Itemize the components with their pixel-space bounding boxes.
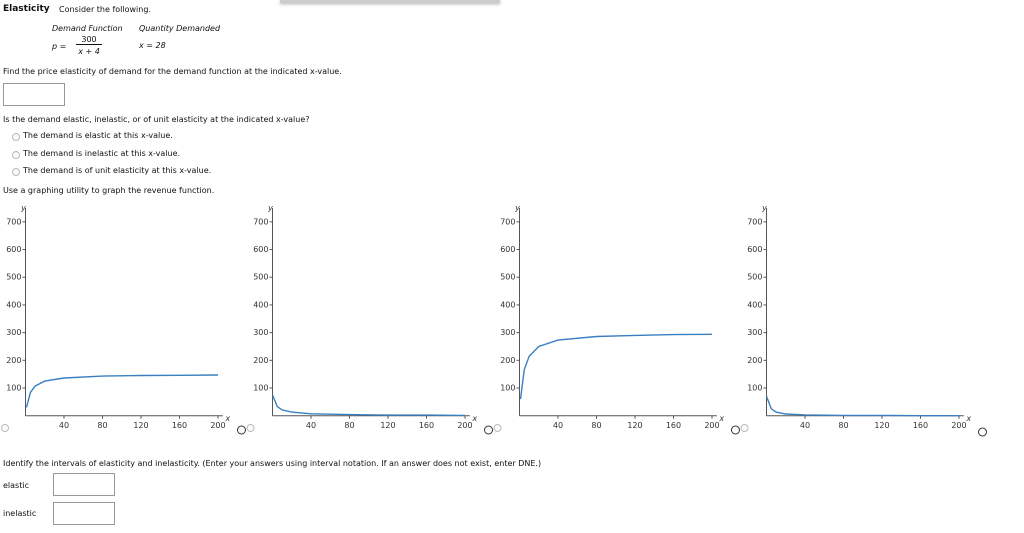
y-tick-label: 700 xyxy=(500,217,515,226)
x-tick-label: 120 xyxy=(380,421,395,430)
x-tick-label: 200 xyxy=(704,421,719,430)
x-axis-label: x xyxy=(965,414,971,423)
x-tick-label: 160 xyxy=(419,421,434,430)
x-tick-label: 80 xyxy=(591,421,601,430)
elastic-input[interactable] xyxy=(53,473,115,496)
info-icon[interactable] xyxy=(484,425,493,435)
revenue-curve xyxy=(765,396,959,417)
y-tick-label: 500 xyxy=(500,273,515,282)
instruction: Consider the following. xyxy=(59,5,151,14)
option: The demand is elastic at this x-value. xyxy=(23,131,173,140)
revenue-curve xyxy=(25,374,219,408)
x-tick-label: 80 xyxy=(97,421,107,430)
quantity: x = 28 xyxy=(139,41,166,50)
y-tick-label: 500 xyxy=(253,273,268,282)
y-tick-label: 700 xyxy=(253,217,268,226)
y-tick-label: 600 xyxy=(253,245,268,254)
title: Elasticity xyxy=(3,4,50,14)
graph-radio[interactable] xyxy=(246,424,255,432)
option: The demand is inelastic at this x-value. xyxy=(23,149,181,158)
graph-radio[interactable] xyxy=(1,424,9,432)
graph-radio[interactable] xyxy=(493,424,502,432)
x-tick-label: 200 xyxy=(210,421,225,430)
y-axis-label: y xyxy=(20,204,26,213)
question: Identify the intervals of elasticity and… xyxy=(3,459,542,468)
y-tick-label: 200 xyxy=(747,356,762,365)
y-tick-label: 100 xyxy=(6,384,21,393)
y-tick-label: 700 xyxy=(747,217,762,226)
x-axis-label: x xyxy=(224,414,230,423)
y-tick-label: 300 xyxy=(747,328,762,337)
y-tick-label: 600 xyxy=(747,245,762,254)
y-axis-label: y xyxy=(514,204,520,213)
y-tick-label: 600 xyxy=(500,245,515,254)
x-tick-label: 200 xyxy=(951,421,966,430)
x-tick-label: 200 xyxy=(457,421,472,430)
y-tick-label: 700 xyxy=(6,217,21,226)
y-tick-label: 600 xyxy=(6,245,21,254)
x-tick-label: 80 xyxy=(838,421,848,430)
inelastic-input[interactable] xyxy=(53,502,115,525)
info-icon[interactable] xyxy=(978,427,987,437)
x-tick-label: 40 xyxy=(306,421,316,430)
inelastic-label: inelastic xyxy=(3,509,37,518)
answer-input[interactable] xyxy=(3,83,65,106)
quantity-label: Quantity Demanded xyxy=(139,24,221,33)
y-tick-label: 400 xyxy=(253,300,268,309)
x-tick-label: 160 xyxy=(666,421,681,430)
x-tick-label: 80 xyxy=(344,421,354,430)
info-icon[interactable] xyxy=(237,425,246,435)
option: The demand is of unit elasticity at this… xyxy=(23,166,212,175)
question: Find the price elasticity of demand for … xyxy=(3,67,342,76)
radio[interactable] xyxy=(12,168,20,176)
question: Is the demand elastic, inelastic, or of … xyxy=(3,115,310,124)
y-tick-label: 400 xyxy=(747,300,762,309)
y-axis-label: y xyxy=(761,204,767,213)
x-tick-label: 40 xyxy=(800,421,810,430)
y-tick-label: 200 xyxy=(6,356,21,365)
top-bar xyxy=(280,0,500,3)
y-tick-label: 100 xyxy=(500,384,515,393)
denominator: x + 4 xyxy=(78,47,100,56)
revenue-curve xyxy=(271,394,466,417)
y-tick-label: 500 xyxy=(6,273,21,282)
y-tick-label: 100 xyxy=(253,384,268,393)
y-tick-label: 400 xyxy=(500,300,515,309)
graph-radio[interactable] xyxy=(740,424,749,432)
y-tick-label: 400 xyxy=(6,300,21,309)
y-tick-label: 500 xyxy=(747,273,762,282)
y-tick-label: 200 xyxy=(500,356,515,365)
x-axis-label: x xyxy=(471,414,477,423)
y-axis-label: y xyxy=(267,204,273,213)
x-tick-label: 120 xyxy=(627,421,642,430)
y-tick-label: 100 xyxy=(747,384,762,393)
x-tick-label: 120 xyxy=(133,421,148,430)
numerator: 300 xyxy=(76,35,102,45)
y-tick-label: 300 xyxy=(500,328,515,337)
y-tick-label: 300 xyxy=(6,328,21,337)
x-tick-label: 40 xyxy=(59,421,69,430)
question: Use a graphing utility to graph the reve… xyxy=(3,186,215,195)
revenue-curve xyxy=(519,333,713,400)
radio[interactable] xyxy=(12,151,20,159)
x-tick-label: 160 xyxy=(172,421,187,430)
p-label: p = xyxy=(52,42,67,51)
x-axis-label: x xyxy=(718,414,724,423)
y-tick-label: 200 xyxy=(253,356,268,365)
radio[interactable] xyxy=(12,133,20,141)
info-icon[interactable] xyxy=(731,425,740,435)
demand-label: Demand Function xyxy=(52,24,123,33)
y-tick-label: 300 xyxy=(253,328,268,337)
x-tick-label: 40 xyxy=(553,421,563,430)
x-tick-label: 160 xyxy=(913,421,928,430)
elastic-label: elastic xyxy=(3,481,29,490)
x-tick-label: 120 xyxy=(874,421,889,430)
